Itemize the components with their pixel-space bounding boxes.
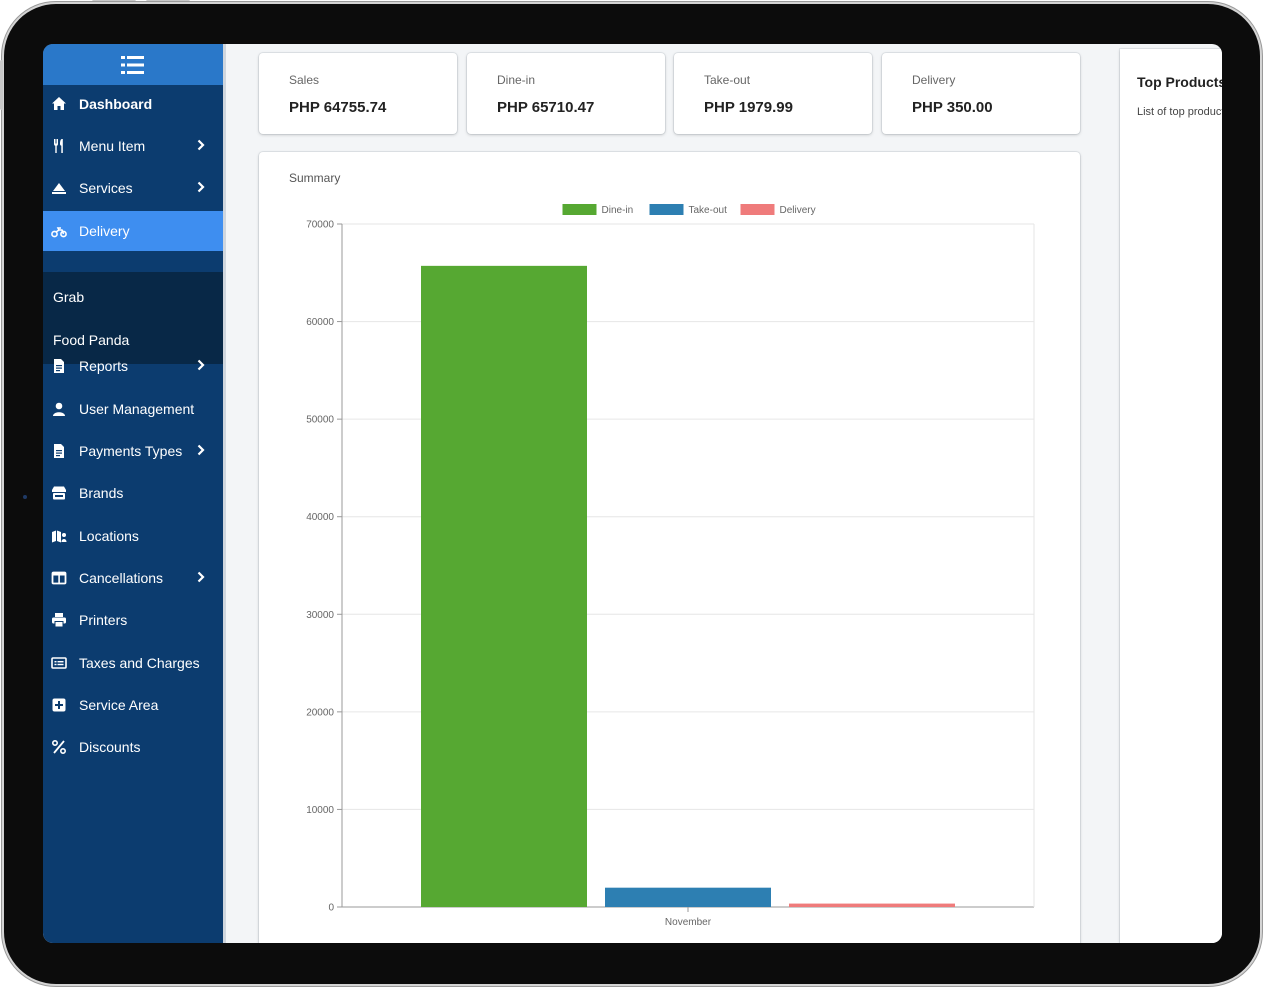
printer-icon — [51, 612, 67, 628]
volume-button — [146, 0, 190, 3]
legend-label: Dine-in — [602, 205, 634, 216]
summary-card: Summary 0 10000 20000 30000 40000 50000 60000 7… — [259, 152, 1080, 943]
app-screen: Grab Food Panda Dashboard Menu Item Servic… — [43, 44, 1222, 943]
stat-card-take-out: Take-out PHP 1979.99 — [674, 53, 872, 134]
y-tick-label: 60000 — [306, 317, 334, 328]
top-products-subtitle: List of top products — [1137, 106, 1222, 118]
table-icon — [51, 570, 67, 586]
sidebar-item-label: Printers — [79, 612, 128, 628]
legend-swatch — [649, 204, 684, 215]
sidebar: Grab Food Panda Dashboard Menu Item Servic… — [43, 44, 223, 943]
chevron-right-icon — [197, 358, 205, 374]
chevron-right-icon — [197, 443, 205, 459]
sidebar-item-locations[interactable]: Locations — [43, 516, 223, 556]
sidebar-item-taxes-and-charges[interactable]: Taxes and Charges — [43, 643, 223, 683]
sidebar-item-label: Service Area — [79, 697, 159, 713]
sidebar-item-label: Taxes and Charges — [79, 655, 200, 671]
stat-card-sales: Sales PHP 64755.74 — [259, 53, 457, 134]
sidebar-item-discounts[interactable]: Discounts — [43, 727, 223, 767]
legend-label: Delivery — [780, 205, 816, 216]
map-user-icon — [51, 528, 67, 544]
delivery-submenu: Grab Food Panda — [43, 272, 223, 364]
y-tick-label: 50000 — [306, 415, 334, 426]
sidebar-item-reports[interactable]: Reports — [43, 346, 223, 386]
store-icon — [51, 485, 67, 501]
top-products-title: Top Products — [1137, 74, 1222, 90]
stat-label: Dine-in — [497, 73, 536, 87]
legend-swatch — [740, 204, 775, 215]
percent-icon — [51, 739, 67, 755]
bar-dine-in — [421, 265, 587, 908]
y-tick-label: 40000 — [306, 512, 334, 523]
sidebar-item-cancellations[interactable]: Cancellations — [43, 558, 223, 598]
plus-square-icon — [51, 697, 67, 713]
motorcycle-icon — [51, 223, 67, 239]
submenu-item-food-panda[interactable]: Food Panda — [53, 332, 130, 348]
sidebar-item-payments-types[interactable]: Payments Types — [43, 431, 223, 471]
stat-label: Delivery — [912, 73, 956, 87]
stat-value: PHP 65710.47 — [497, 99, 595, 116]
sidebar-item-label: Dashboard — [79, 96, 153, 112]
sidebar-item-label: Delivery — [79, 223, 130, 239]
sidebar-divider — [223, 44, 226, 943]
sidebar-item-delivery[interactable]: Delivery — [43, 211, 223, 251]
y-tick-label: 10000 — [306, 805, 334, 816]
stat-value: PHP 350.00 — [912, 99, 993, 116]
y-tick-label: 20000 — [306, 707, 334, 718]
sidebar-item-label: Menu Item — [79, 138, 146, 154]
summary-title: Summary — [289, 171, 341, 185]
side-button — [0, 60, 3, 110]
sidebar-item-label: Cancellations — [79, 570, 164, 586]
sidebar-item-printers[interactable]: Printers — [43, 600, 223, 640]
sidebar-item-menu-item[interactable]: Menu Item — [43, 126, 223, 166]
submenu-item-grab[interactable]: Grab — [53, 289, 85, 305]
home-icon — [51, 96, 67, 112]
sidebar-toggle[interactable] — [43, 44, 223, 85]
bar-take-out — [605, 887, 771, 907]
y-tick-label: 0 — [328, 903, 334, 914]
utensils-icon — [51, 138, 67, 154]
stat-card-dine-in: Dine-in PHP 65710.47 — [467, 53, 665, 134]
services-icon — [51, 180, 67, 196]
sidebar-item-label: Discounts — [79, 739, 141, 755]
stat-value: PHP 1979.99 — [704, 99, 793, 116]
sidebar-item-dashboard[interactable]: Dashboard — [43, 84, 223, 124]
y-tick-label: 30000 — [306, 610, 334, 621]
top-products-panel: Top Products List of top products — [1120, 49, 1222, 943]
chevron-right-icon — [197, 138, 205, 154]
file-icon — [51, 443, 67, 459]
sidebar-item-service-area[interactable]: Service Area — [43, 685, 223, 725]
sidebar-item-brands[interactable]: Brands — [43, 473, 223, 513]
legend-label: Take-out — [689, 205, 728, 216]
sidebar-item-services[interactable]: Services — [43, 168, 223, 208]
y-tick-label: 70000 — [306, 220, 334, 231]
stat-value: PHP 64755.74 — [289, 99, 387, 116]
list-menu-icon — [121, 55, 144, 74]
sidebar-item-label: Brands — [79, 485, 124, 501]
sidebar-item-label: Locations — [79, 528, 139, 544]
stat-card-delivery: Delivery PHP 350.00 — [882, 53, 1080, 134]
sidebar-item-label: Payments Types — [79, 443, 183, 459]
stat-label: Sales — [289, 73, 320, 87]
chevron-right-icon — [197, 180, 205, 196]
camera-icon — [21, 491, 29, 505]
file-icon — [51, 358, 67, 374]
sidebar-item-user-management[interactable]: User Management — [43, 389, 223, 429]
bar-delivery — [789, 903, 955, 907]
sidebar-item-label: Services — [79, 180, 133, 196]
receipt-icon — [51, 655, 67, 671]
legend-swatch — [562, 204, 597, 215]
summary-bar-chart: 0 10000 20000 30000 40000 50000 60000 70000 Nove… — [306, 204, 1035, 928]
sidebar-item-label: User Management — [79, 401, 195, 417]
user-icon — [51, 401, 67, 417]
chevron-right-icon — [197, 570, 205, 586]
x-tick-label: November — [665, 917, 712, 928]
stat-label: Take-out — [704, 73, 751, 87]
sidebar-item-label: Reports — [79, 358, 129, 374]
volume-button — [92, 0, 136, 3]
